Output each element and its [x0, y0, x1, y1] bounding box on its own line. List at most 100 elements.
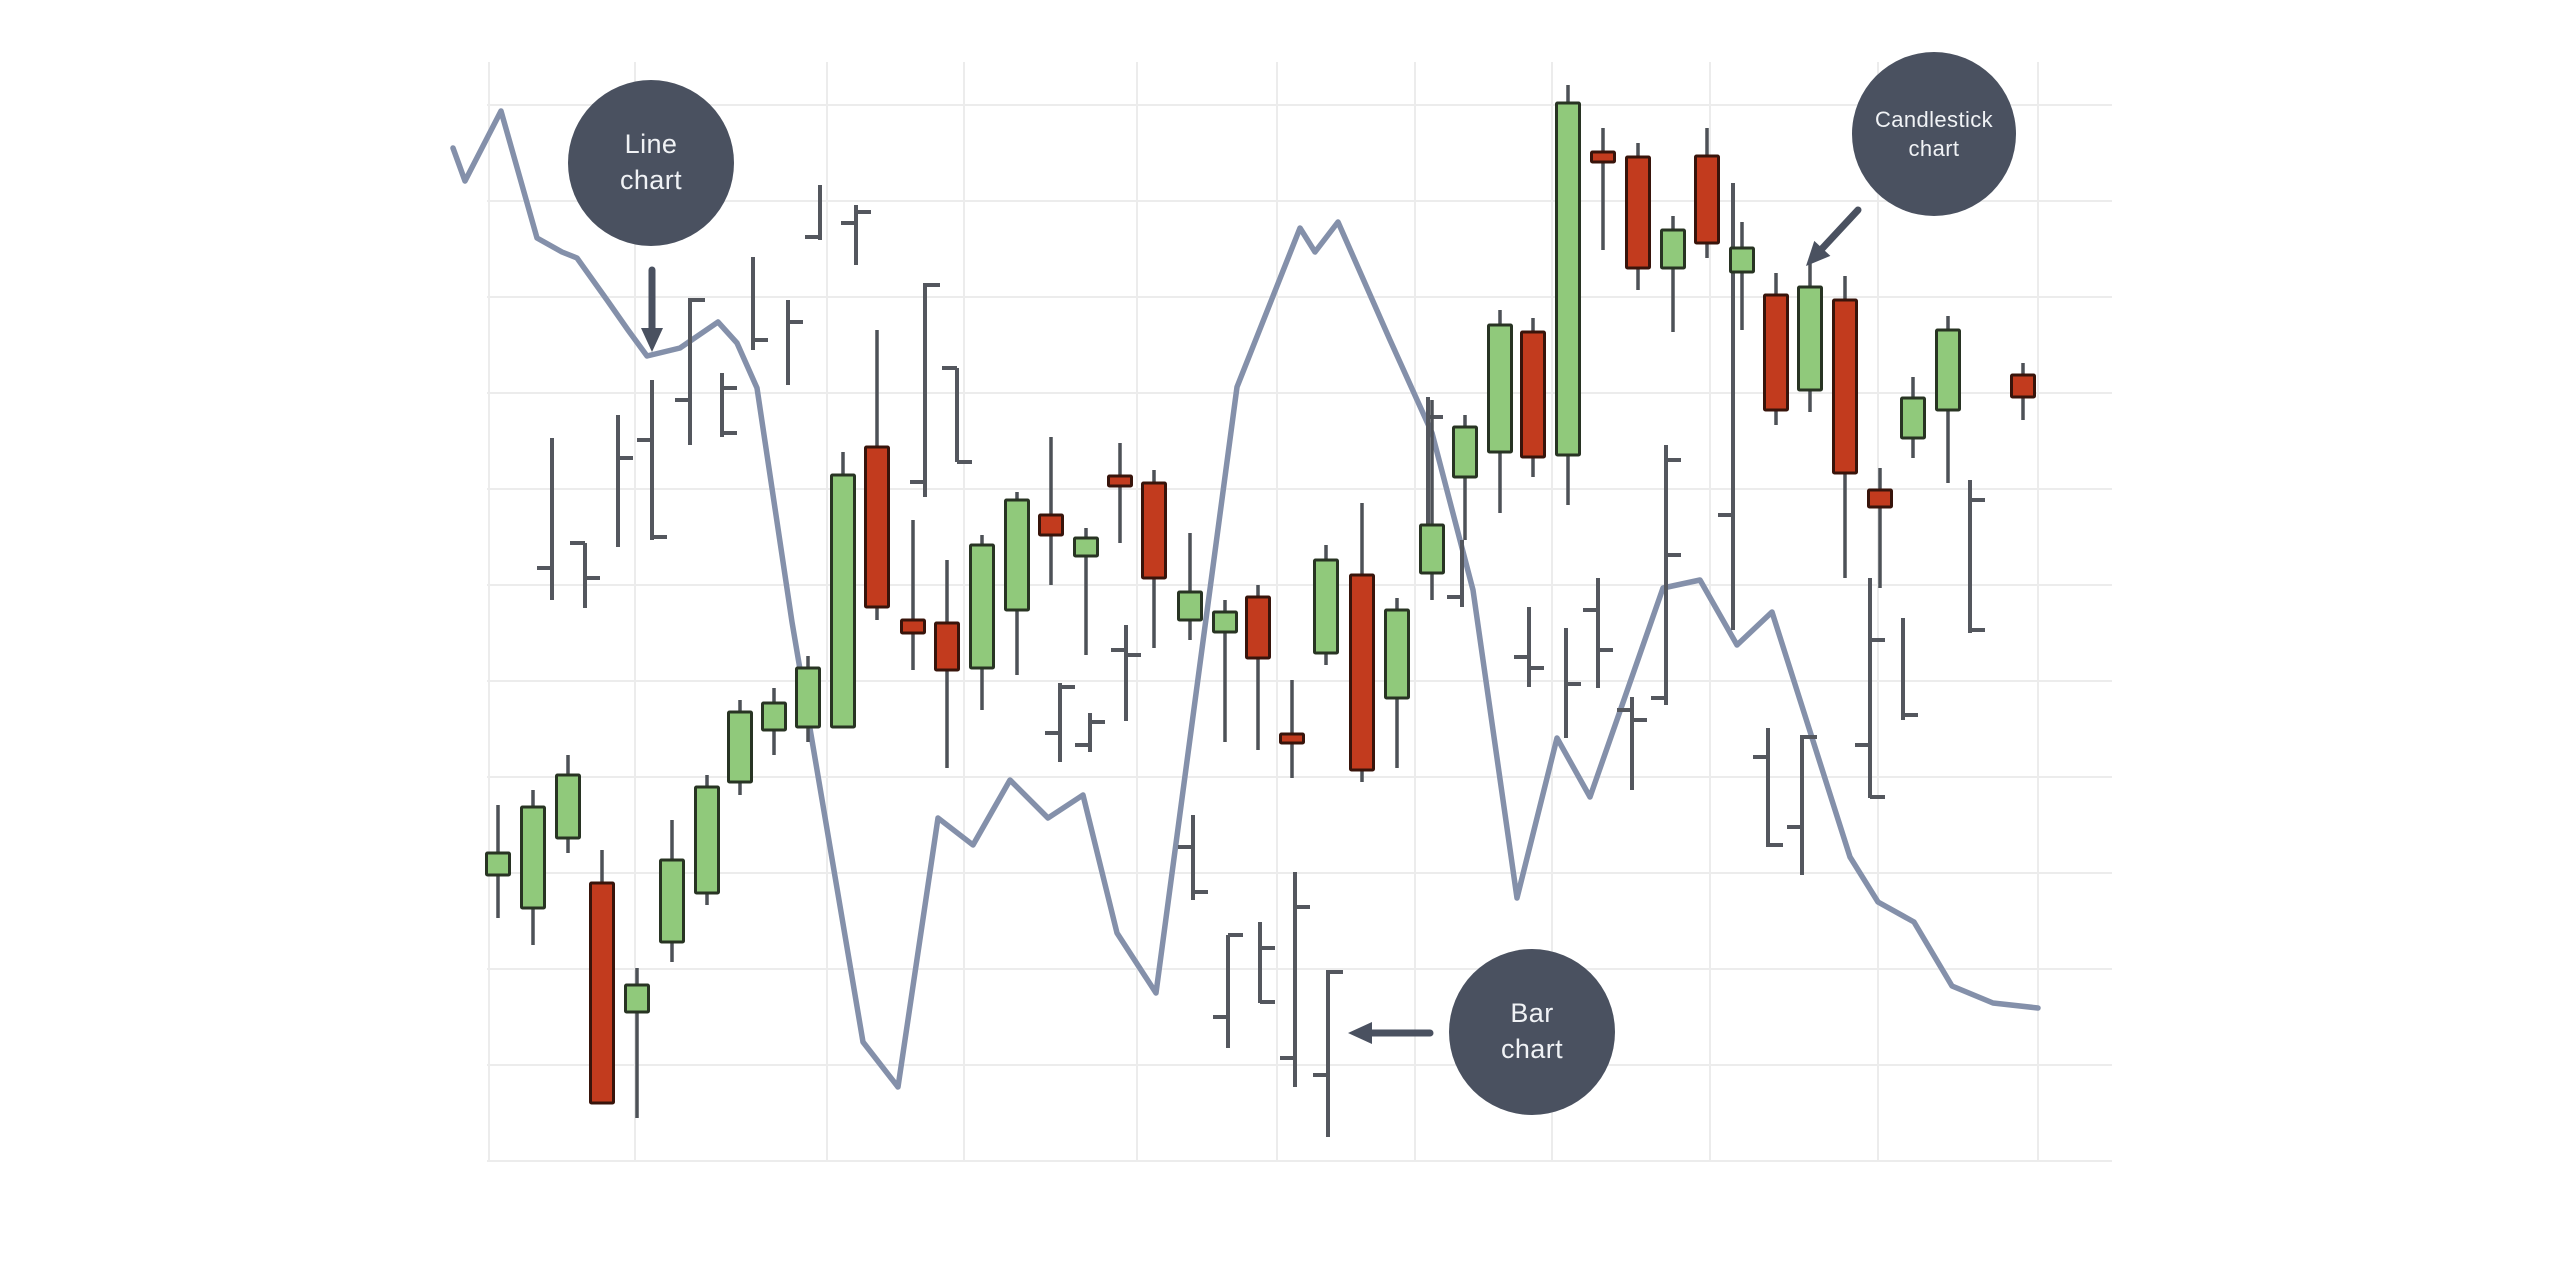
ohlc-bar — [1258, 922, 1275, 1004]
candle-body — [1313, 558, 1339, 655]
arrow-head-icon — [641, 328, 663, 352]
ohlc-bar — [1968, 480, 1985, 633]
candle-up — [1487, 310, 1513, 513]
candle-up — [1555, 85, 1581, 505]
candle-body — [1555, 101, 1581, 457]
candle-body — [624, 983, 650, 1014]
arrow-head-icon — [1806, 240, 1831, 266]
candle-body — [1452, 425, 1478, 479]
ohlc-bar — [942, 366, 972, 464]
candle-up — [1452, 415, 1478, 540]
candle-down — [934, 560, 960, 768]
candle-up — [1729, 222, 1755, 330]
candle-up — [624, 968, 650, 1118]
candle-body — [1694, 154, 1720, 245]
ohlc-bar — [1855, 578, 1885, 799]
candle-body — [1590, 150, 1616, 164]
candle-body — [1487, 323, 1513, 454]
candle-body — [1763, 293, 1789, 412]
ohlc-bar — [1787, 735, 1817, 875]
candle-down — [1763, 273, 1789, 425]
candle-down — [1625, 143, 1651, 290]
ohlc-bar — [1280, 872, 1310, 1087]
ohlc-bar — [841, 205, 871, 265]
candle-up — [659, 820, 685, 962]
ohlc-bar — [616, 415, 633, 547]
candle-body — [520, 805, 546, 910]
grid — [487, 62, 2112, 1162]
candle-up — [520, 790, 546, 945]
line-chart-badge: Line chart — [568, 80, 734, 246]
ohlc-bar — [1447, 540, 1464, 607]
ohlc-bar — [1213, 933, 1243, 1048]
candle-down — [1867, 468, 1893, 588]
candle-body — [934, 621, 960, 672]
candle-body — [864, 445, 890, 609]
candle-down — [864, 330, 890, 620]
annotation-arrows — [641, 206, 1862, 1044]
candle-up — [1004, 492, 1030, 675]
candle-body — [1900, 396, 1926, 440]
candle-body — [1832, 298, 1858, 475]
ohlc-bar — [1313, 970, 1343, 1137]
candle-down — [1141, 470, 1167, 648]
candlestick-chart-badge: Candlestick chart — [1852, 52, 2016, 216]
candle-body — [1729, 246, 1755, 274]
candlestick-chart-arrow — [1806, 206, 1862, 266]
candle-body — [1004, 498, 1030, 612]
candle-up — [1660, 216, 1686, 332]
candle-up — [1384, 598, 1410, 768]
candle-down — [2010, 363, 2036, 420]
candle-body — [1349, 573, 1375, 772]
candle-up — [1212, 600, 1238, 742]
line-chart-arrow — [641, 266, 663, 352]
line-chart-badge-label-line2: chart — [619, 165, 683, 195]
bar-chart-badge-label-line2: chart — [1500, 1034, 1564, 1064]
candle-down — [900, 520, 926, 670]
bar-chart-badge: Bar chart — [1449, 949, 1615, 1115]
candle-down — [1245, 585, 1271, 750]
candle-body — [694, 785, 720, 895]
candle-body — [1141, 481, 1167, 580]
candle-up — [795, 656, 821, 742]
candle-up — [1073, 528, 1099, 655]
candle-down — [1832, 276, 1858, 578]
bar-chart-badge-label-line1: Bar — [1510, 998, 1554, 1029]
ohlc-bar — [751, 257, 768, 350]
candle-body — [900, 618, 926, 635]
candle-body — [1212, 610, 1238, 634]
candle-up — [555, 755, 581, 853]
candle-body — [1177, 590, 1203, 622]
bar-chart-arrow — [1348, 1022, 1434, 1044]
candle-down — [1520, 318, 1546, 477]
candle-body — [761, 701, 787, 732]
ohlc-bar — [1178, 815, 1208, 900]
ohlc-bar — [537, 438, 554, 600]
ohlc-bar — [570, 541, 600, 608]
candle-down — [1349, 503, 1375, 782]
candle-up — [1419, 400, 1445, 600]
line-chart-badge-label-line1: Line — [624, 129, 678, 160]
candle-body — [1038, 513, 1064, 537]
candle-down — [589, 850, 615, 1105]
candle-down — [1107, 443, 1133, 543]
line-series — [450, 108, 2041, 1090]
candle-body — [1660, 228, 1686, 270]
candle-down — [1038, 437, 1064, 585]
candle-body — [1520, 330, 1546, 459]
candle-body — [1384, 608, 1410, 700]
ohlc-bar — [786, 300, 803, 385]
candle-up — [761, 688, 787, 755]
ohlc-bar — [675, 298, 705, 445]
candlestick-chart-badge-label-line2: chart — [1908, 136, 1960, 161]
candle-down — [1694, 128, 1720, 258]
candle-body — [2010, 373, 2036, 399]
ohlc-bar — [1564, 628, 1581, 738]
candle-up — [485, 805, 511, 918]
candle-up — [1935, 316, 1961, 483]
candle-body — [1935, 328, 1961, 412]
candle-body — [830, 473, 856, 729]
ohlc-bar — [720, 373, 737, 437]
ohlc-bar — [1111, 625, 1141, 721]
ohlc-bar — [1901, 618, 1918, 720]
